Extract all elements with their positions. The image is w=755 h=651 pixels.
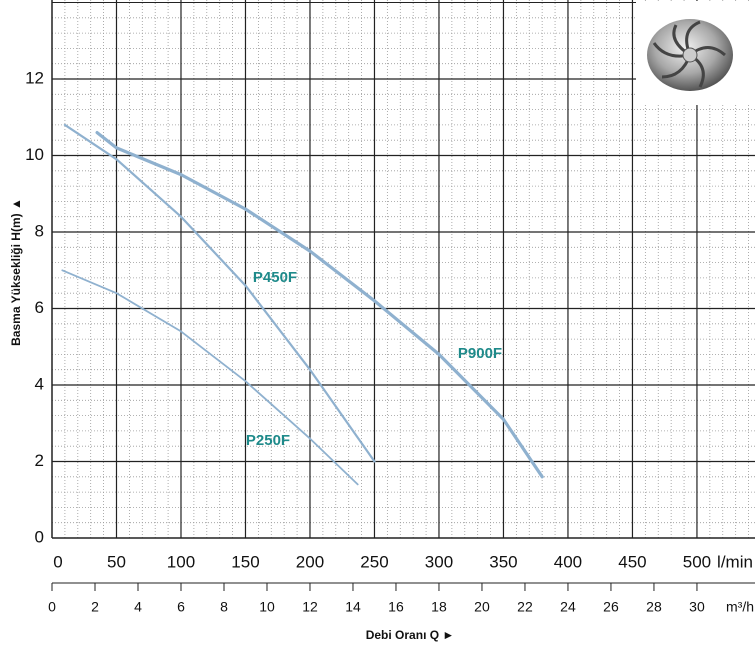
y-tick-label: 6	[35, 298, 44, 317]
x-tick-label: 50	[107, 552, 126, 571]
x2-tick-label: 28	[646, 599, 662, 615]
x-unit: l/min	[717, 552, 753, 571]
y-tick-label: 8	[35, 221, 44, 240]
y-tick-label: 10	[25, 145, 44, 164]
x-axis-title: Debi Oranı Q ►	[366, 628, 455, 642]
x2-tick-label: 30	[689, 599, 705, 615]
x2-tick-label: 0	[48, 599, 56, 615]
series-label: P250F	[246, 432, 290, 449]
x2-tick-label: 2	[91, 599, 99, 615]
x2-tick-label: 20	[474, 599, 490, 615]
impeller-image	[636, 1, 755, 105]
y-tick-label: 2	[35, 451, 44, 470]
x2-tick-label: 18	[431, 599, 447, 615]
x2-tick-label: 14	[345, 599, 361, 615]
x-tick-label: 150	[231, 552, 259, 571]
curves: P900F P450F P250F	[61, 123, 544, 486]
y-tick-label: 0	[35, 527, 44, 546]
x-tick-label: 300	[425, 552, 453, 571]
x-tick-label: 350	[489, 552, 517, 571]
x2-unit: m³/h	[726, 599, 754, 615]
curve	[61, 269, 359, 486]
x-tick-label: 500	[683, 552, 711, 571]
labels: Debi Oranı Q ► Basma Yüksekliği H(m) ▲ l…	[9, 198, 754, 642]
x2-tick-label: 6	[177, 599, 185, 615]
x-tick-label: 0	[53, 552, 62, 571]
curve	[95, 131, 544, 479]
x-tick-label: 200	[296, 552, 324, 571]
x2-tick-label: 8	[220, 599, 228, 615]
series-label: P450F	[253, 269, 297, 286]
curve	[63, 123, 376, 463]
y-tick-label: 12	[25, 68, 44, 87]
x2-tick-label: 22	[517, 599, 533, 615]
x2-tick-label: 4	[134, 599, 142, 615]
x-tick-label: 400	[554, 552, 582, 571]
x2-tick-label: 24	[560, 599, 576, 615]
series-label: P900F	[458, 345, 502, 362]
y-axis-title: Basma Yüksekliği H(m) ▲	[9, 198, 23, 346]
x2-tick-label: 10	[259, 599, 275, 615]
x-tick-label: 250	[360, 552, 388, 571]
x-tick-label: 450	[618, 552, 646, 571]
x2-tick-label: 12	[302, 599, 318, 615]
x2-tick-label: 16	[388, 599, 404, 615]
x2-tick-label: 26	[603, 599, 619, 615]
y-tick-label: 4	[35, 374, 44, 393]
x-tick-label: 100	[167, 552, 195, 571]
